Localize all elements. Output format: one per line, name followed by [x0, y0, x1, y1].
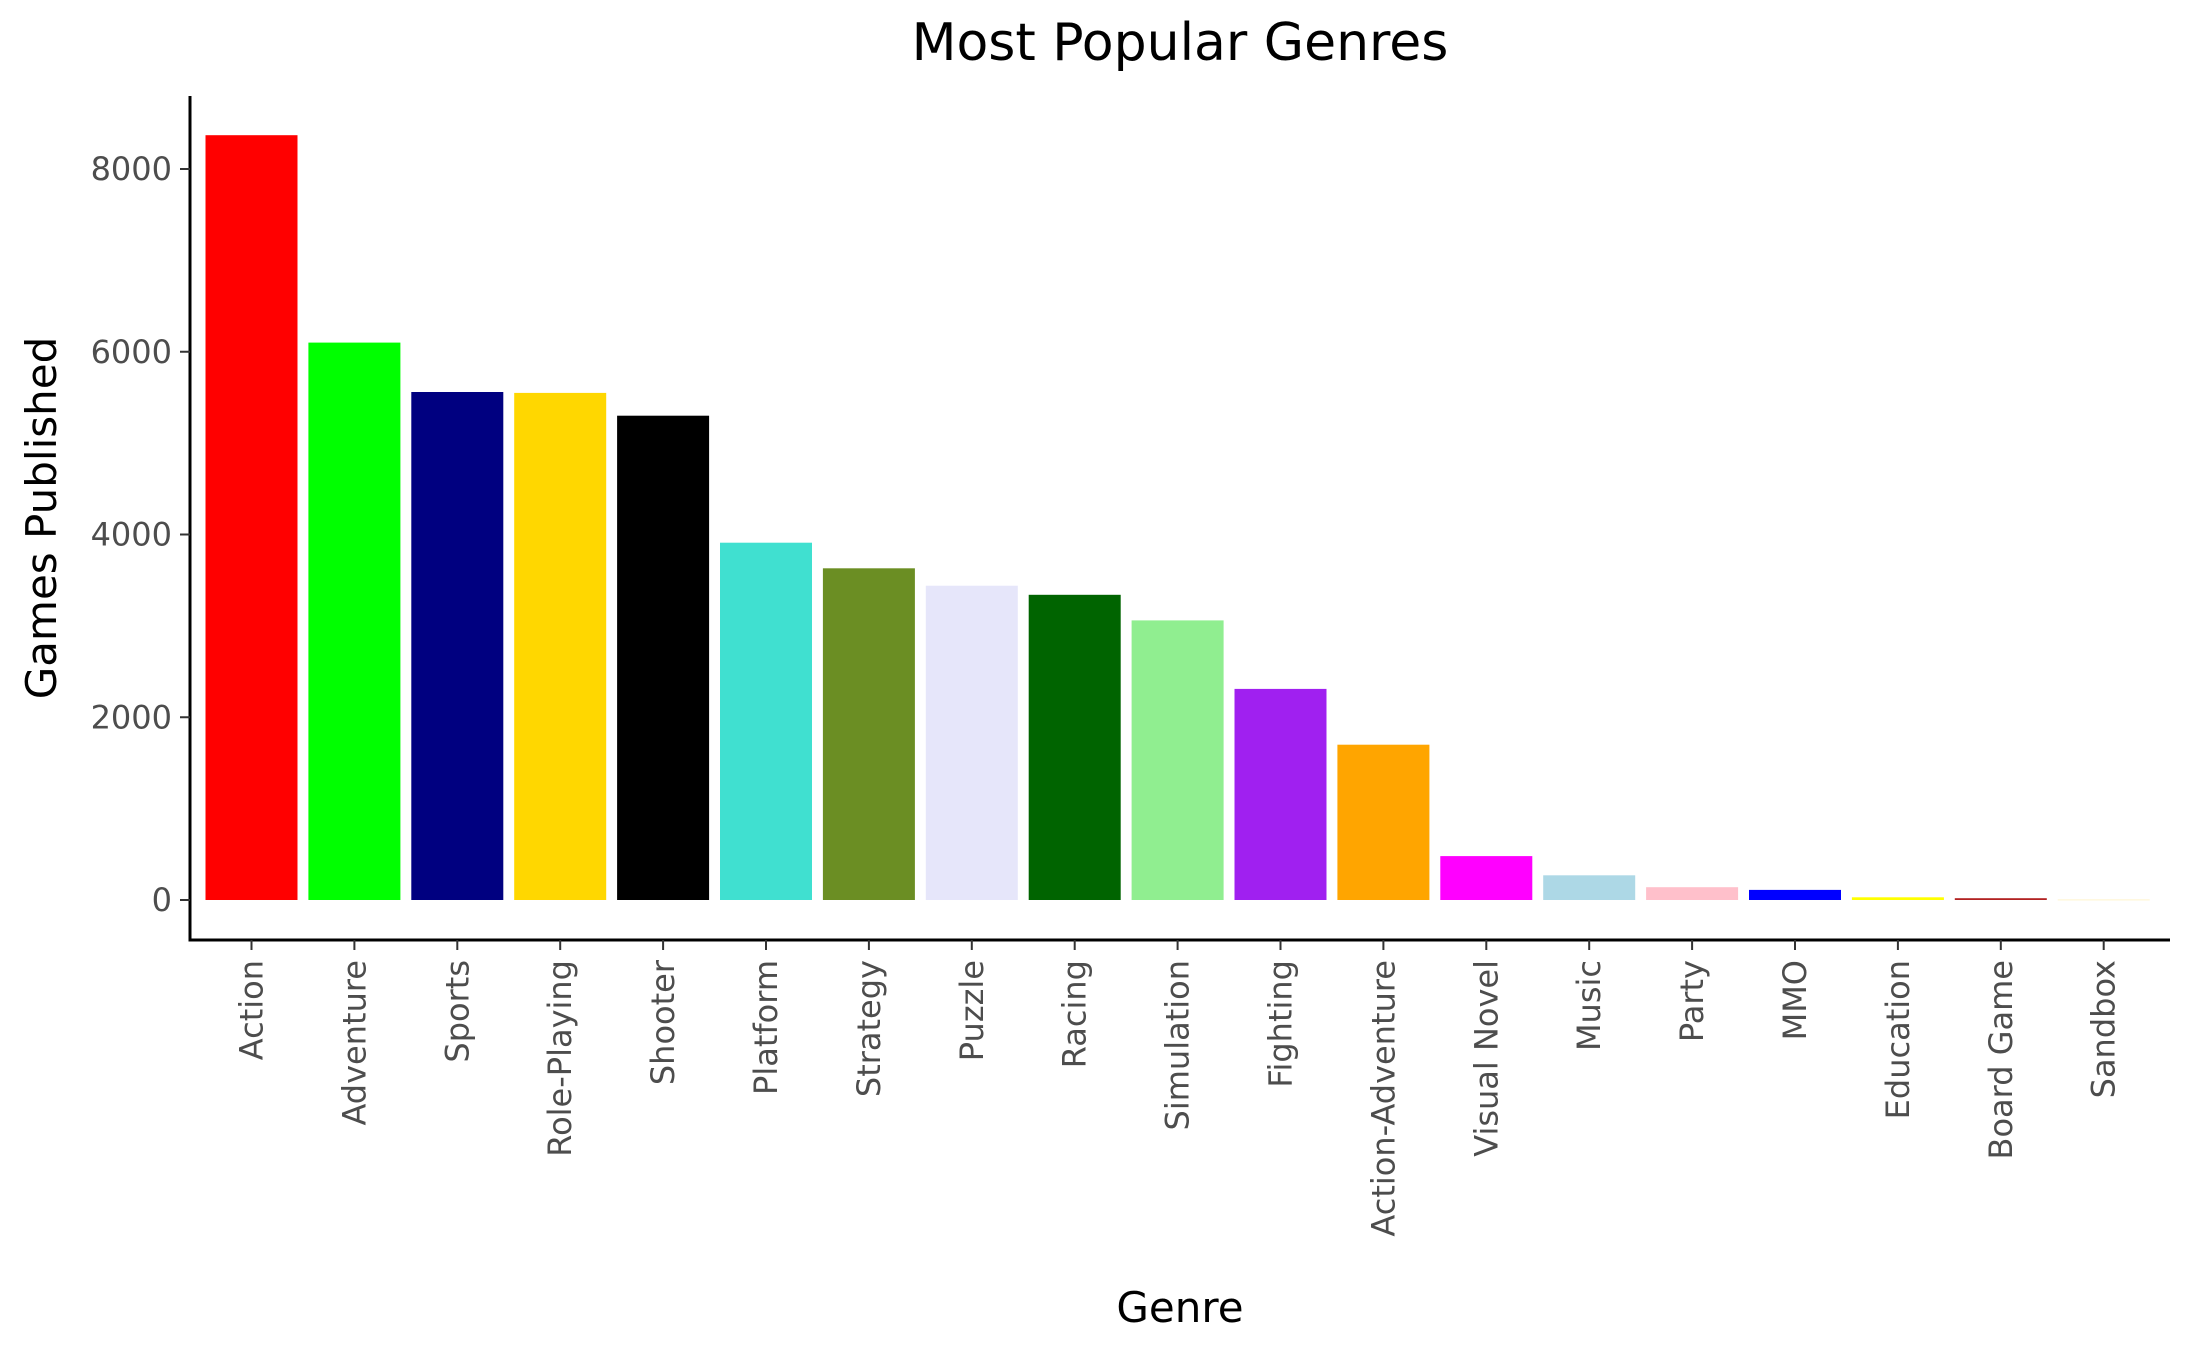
x-tick-label: Sports — [438, 960, 476, 1063]
x-tick-label: Board Game — [1982, 960, 2020, 1159]
chart-title: Most Popular Genres — [912, 13, 1449, 73]
bar-platform — [720, 542, 812, 900]
bar-mmo — [1749, 889, 1841, 900]
bar-board-game — [1954, 898, 2047, 900]
y-tick-label: 8000 — [91, 150, 172, 188]
x-tick-label: Music — [1570, 960, 1608, 1051]
x-tick-label: Action — [233, 960, 271, 1060]
bar-action — [205, 135, 298, 900]
x-ticks: Action Adventure Sports Role-Playing Shooter… — [233, 940, 2123, 1237]
x-tick-label: Platform — [747, 960, 785, 1095]
bar-shooter — [617, 415, 710, 900]
y-tick-label: 4000 — [91, 516, 172, 554]
y-tick-label: 0 — [152, 881, 172, 919]
x-tick-label: Fighting — [1262, 960, 1300, 1088]
y-axis-title: Games Published — [17, 337, 66, 699]
y-ticks: 0 2000 4000 6000 8000 — [91, 150, 190, 919]
x-tick-label: Adventure — [335, 960, 373, 1126]
x-tick-label: Simulation — [1159, 960, 1197, 1130]
bar-sandbox — [2057, 899, 2150, 901]
bar-action-adventure — [1337, 744, 1430, 900]
bar-education — [1851, 897, 1944, 900]
bar-music — [1543, 875, 1636, 900]
x-tick-label: Role-Playing — [541, 960, 579, 1157]
x-tick-label: Sandbox — [2085, 960, 2123, 1098]
bar-sports — [411, 392, 504, 900]
bar-puzzle — [925, 585, 1018, 900]
x-tick-label: Visual Novel — [1467, 960, 1505, 1157]
bar-simulation — [1131, 620, 1224, 900]
x-tick-label: Racing — [1056, 960, 1094, 1068]
bar-racing — [1028, 594, 1121, 900]
bar-fighting — [1234, 688, 1327, 900]
bar-adventure — [308, 342, 401, 901]
x-tick-label: Action-Adventure — [1364, 960, 1402, 1237]
x-tick-label: Education — [1879, 960, 1917, 1119]
bar-strategy — [822, 568, 915, 900]
x-tick-label: Puzzle — [953, 960, 991, 1061]
bar-party — [1646, 887, 1739, 900]
bar-visual-novel — [1440, 856, 1533, 900]
x-tick-label: Strategy — [850, 960, 888, 1097]
y-tick-label: 6000 — [91, 333, 172, 371]
x-tick-label: Shooter — [644, 959, 682, 1085]
x-axis-title: Genre — [1116, 1283, 1243, 1332]
y-tick-label: 2000 — [91, 698, 172, 736]
x-tick-label: MMO — [1776, 960, 1814, 1040]
bar-role-playing — [514, 392, 607, 900]
x-tick-label: Party — [1673, 960, 1711, 1042]
bars-group — [205, 135, 2150, 901]
